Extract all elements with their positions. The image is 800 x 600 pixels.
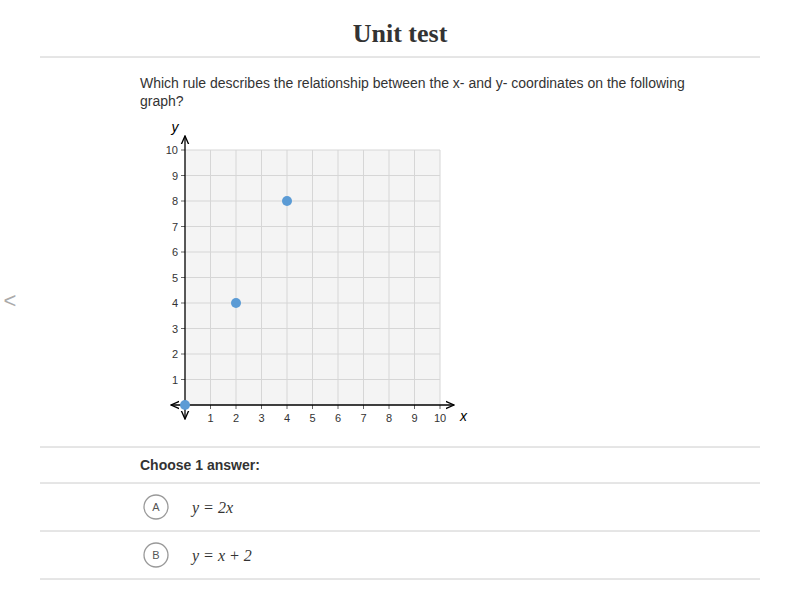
grid-line	[185, 175, 440, 176]
grid-line	[185, 379, 440, 380]
nav-arrow[interactable]: <	[4, 288, 17, 313]
tick-label: 9	[411, 412, 417, 424]
grid-line	[185, 252, 440, 253]
grid-line	[185, 226, 440, 227]
option-text: y = 2x	[190, 499, 233, 517]
option-text: y = x + 2	[190, 547, 252, 565]
point	[231, 298, 241, 308]
y-axis-label: y	[171, 119, 180, 135]
choose-label: Choose 1 answer:	[140, 457, 260, 473]
answer-option[interactable]: Ay = 2x	[144, 495, 233, 519]
point	[282, 196, 292, 206]
tick-label: 1	[207, 412, 213, 424]
tick-label: 2	[172, 348, 178, 360]
tick-label: 4	[284, 412, 290, 424]
grid-line	[185, 303, 440, 304]
question-text: graph?	[140, 93, 184, 109]
tick-label: 5	[309, 412, 315, 424]
x-axis-label: x	[459, 408, 468, 424]
separator	[40, 579, 760, 580]
grid-line	[185, 150, 440, 151]
x-axis	[171, 404, 454, 405]
tick-label: 2	[233, 412, 239, 424]
option-letter: A	[152, 501, 160, 513]
separator	[40, 531, 760, 532]
title: Unit test	[353, 19, 448, 48]
tick-label: 10	[166, 144, 178, 156]
option-circle[interactable]	[144, 543, 168, 567]
tick-label: 6	[172, 246, 178, 258]
answer-option[interactable]: By = x + 2	[144, 543, 252, 567]
grid	[185, 150, 440, 405]
tick-label: 3	[172, 323, 178, 335]
option-letter: B	[152, 549, 159, 561]
y-axis	[184, 136, 185, 419]
tick-label: 1	[172, 374, 178, 386]
question-text: Which rule describes the relationship be…	[140, 75, 685, 91]
separator	[40, 483, 760, 484]
tick-label: 3	[258, 412, 264, 424]
tick-label: 5	[172, 272, 178, 284]
option-circle[interactable]	[144, 495, 168, 519]
points	[180, 196, 292, 410]
plot-background	[185, 150, 440, 405]
separator	[40, 57, 760, 58]
tick-label: 7	[360, 412, 366, 424]
tick-label: 7	[172, 221, 178, 233]
page: Unit test Which rule describes the relati…	[0, 0, 800, 600]
grid-line	[185, 201, 440, 202]
tick-label: 10	[434, 412, 446, 424]
tick-label: 4	[172, 297, 178, 309]
grid-line	[185, 277, 440, 278]
tick-label: 6	[335, 412, 341, 424]
tick-label: 8	[172, 195, 178, 207]
point	[180, 400, 190, 410]
tick-label: 8	[386, 412, 392, 424]
tick-label: 9	[172, 170, 178, 182]
grid-line	[185, 328, 440, 329]
separator	[40, 447, 760, 448]
grid-line	[185, 354, 440, 355]
